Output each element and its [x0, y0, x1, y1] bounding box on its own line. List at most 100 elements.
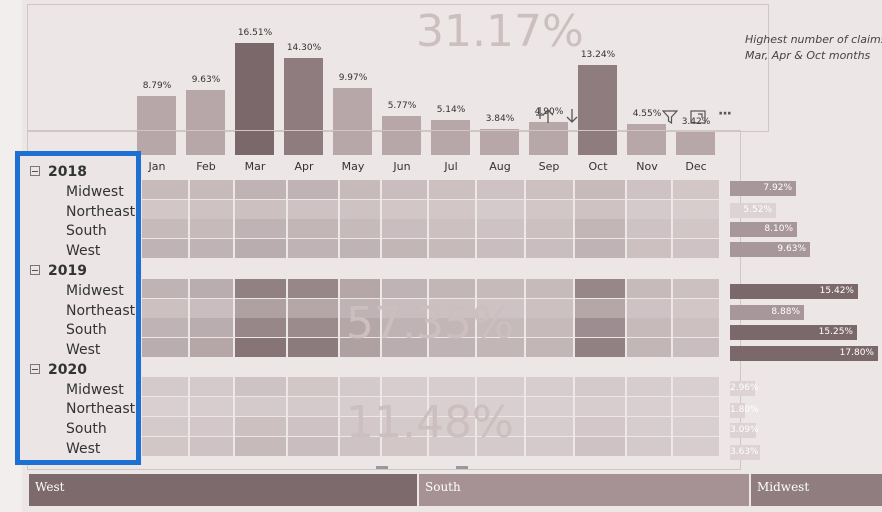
heatmap-cell[interactable]: [526, 417, 574, 436]
heatmap-cell[interactable]: [575, 338, 626, 357]
heatmap-cell[interactable]: [288, 200, 339, 219]
column-bar[interactable]: [235, 43, 274, 155]
heatmap-cell[interactable]: [575, 239, 626, 258]
total-bar[interactable]: [730, 423, 756, 438]
heatmap-cell[interactable]: [235, 318, 287, 337]
heatmap-cell[interactable]: [627, 437, 672, 456]
heatmap-cell[interactable]: [575, 180, 626, 199]
heatmap-cell[interactable]: [627, 377, 672, 396]
heatmap-cell[interactable]: [526, 219, 574, 238]
heatmap-cell[interactable]: [340, 200, 381, 219]
heatmap-cell[interactable]: [340, 377, 381, 396]
heatmap-cell[interactable]: [340, 219, 381, 238]
heatmap-cell[interactable]: [382, 299, 428, 318]
heatmap-cell[interactable]: [526, 318, 574, 337]
collapse-icon[interactable]: [30, 264, 40, 275]
heatmap-cell[interactable]: [190, 437, 234, 456]
heatmap-cell[interactable]: [235, 299, 287, 318]
heatmap-cell[interactable]: [429, 200, 476, 219]
resize-handle[interactable]: [376, 466, 388, 469]
arrow-up-icon[interactable]: [542, 108, 554, 128]
heatmap-cell[interactable]: [575, 437, 626, 456]
heatmap-cell[interactable]: [235, 279, 287, 298]
heatmap-cell[interactable]: [340, 437, 381, 456]
heatmap-cell[interactable]: [429, 437, 476, 456]
heatmap-cell[interactable]: [382, 279, 428, 298]
heatmap-cell[interactable]: [288, 397, 339, 416]
heatmap-cell[interactable]: [235, 200, 287, 219]
heatmap-cell[interactable]: [142, 180, 189, 199]
heatmap-cell[interactable]: [627, 299, 672, 318]
heatmap-cell[interactable]: [288, 338, 339, 357]
heatmap-cell[interactable]: [340, 338, 381, 357]
heatmap-cell[interactable]: [382, 377, 428, 396]
total-bar[interactable]: [730, 284, 858, 299]
heatmap-cell[interactable]: [235, 338, 287, 357]
heatmap-cell[interactable]: [142, 417, 189, 436]
total-bar[interactable]: [730, 325, 857, 340]
heatmap-cell[interactable]: [142, 200, 189, 219]
heatmap-cell[interactable]: [575, 299, 626, 318]
focus-mode-icon[interactable]: [690, 110, 706, 128]
heatmap-cell[interactable]: [142, 397, 189, 416]
heatmap-cell[interactable]: [190, 299, 234, 318]
heatmap-cell[interactable]: [477, 239, 525, 258]
arrow-down-icon[interactable]: [566, 108, 578, 128]
heatmap-cell[interactable]: [526, 180, 574, 199]
heatmap-cell[interactable]: [526, 338, 574, 357]
heatmap-cell[interactable]: [142, 239, 189, 258]
heatmap-cell[interactable]: [142, 219, 189, 238]
heatmap-cell[interactable]: [526, 377, 574, 396]
heatmap-cell[interactable]: [190, 180, 234, 199]
heatmap-cell[interactable]: [235, 377, 287, 396]
heatmap-cell[interactable]: [142, 318, 189, 337]
heatmap-cell[interactable]: [526, 437, 574, 456]
heatmap-cell[interactable]: [627, 180, 672, 199]
heatmap-cell[interactable]: [627, 239, 672, 258]
heatmap-cell[interactable]: [627, 279, 672, 298]
heatmap-cell[interactable]: [235, 417, 287, 436]
heatmap-cell[interactable]: [673, 377, 720, 396]
year-row[interactable]: 2018: [30, 164, 87, 180]
heatmap-cell[interactable]: [288, 377, 339, 396]
column-bar[interactable]: [382, 116, 421, 155]
pin-icon[interactable]: [533, 106, 547, 124]
heatmap-cell[interactable]: [382, 219, 428, 238]
heatmap-cell[interactable]: [190, 279, 234, 298]
heatmap-cell[interactable]: [627, 200, 672, 219]
heatmap-cell[interactable]: [288, 318, 339, 337]
heatmap-cell[interactable]: [575, 219, 626, 238]
heatmap-cell[interactable]: [575, 279, 626, 298]
total-bar[interactable]: [730, 445, 760, 460]
heatmap-cell[interactable]: [142, 377, 189, 396]
heatmap-cell[interactable]: [627, 318, 672, 337]
column-bar[interactable]: [137, 96, 176, 155]
column-bar[interactable]: [627, 124, 666, 155]
heatmap-cell[interactable]: [382, 397, 428, 416]
heatmap-cell[interactable]: [235, 180, 287, 199]
heatmap-cell[interactable]: [190, 338, 234, 357]
heatmap-cell[interactable]: [429, 318, 476, 337]
heatmap-cell[interactable]: [288, 299, 339, 318]
heatmap-cell[interactable]: [477, 200, 525, 219]
total-bar[interactable]: [730, 242, 810, 257]
heatmap-cell[interactable]: [575, 397, 626, 416]
heatmap-cell[interactable]: [673, 338, 720, 357]
heatmap-cell[interactable]: [382, 338, 428, 357]
heatmap-cell[interactable]: [673, 279, 720, 298]
heatmap-cell[interactable]: [477, 318, 525, 337]
heatmap-cell[interactable]: [673, 417, 720, 436]
column-bar[interactable]: [284, 58, 323, 155]
heatmap-cell[interactable]: [340, 318, 381, 337]
filter-icon[interactable]: [661, 110, 679, 128]
heatmap-cell[interactable]: [142, 338, 189, 357]
heatmap-cell[interactable]: [382, 200, 428, 219]
heatmap-cell[interactable]: [382, 437, 428, 456]
heatmap-cell[interactable]: [429, 377, 476, 396]
heatmap-cell[interactable]: [526, 279, 574, 298]
heatmap-cell[interactable]: [429, 417, 476, 436]
total-bar[interactable]: [730, 381, 755, 396]
heatmap-cell[interactable]: [673, 219, 720, 238]
column-bar[interactable]: [676, 132, 715, 155]
heatmap-cell[interactable]: [526, 299, 574, 318]
